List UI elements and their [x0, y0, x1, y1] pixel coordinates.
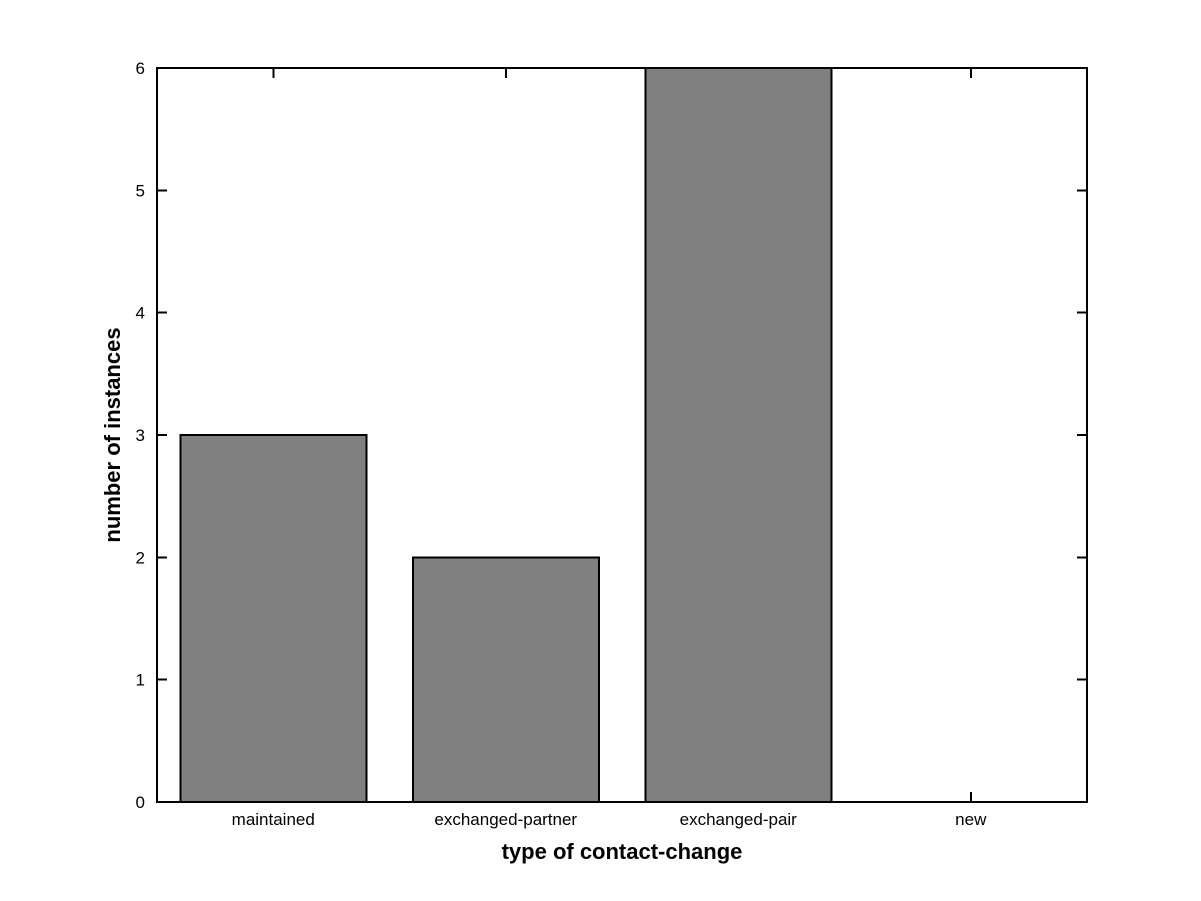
bar: [411, 556, 600, 803]
bar: [179, 434, 368, 803]
y-tick-label: 5: [136, 181, 145, 200]
y-tick-label: 1: [136, 671, 145, 690]
bar: [644, 67, 833, 803]
y-tick-label: 4: [136, 304, 145, 323]
x-tick-label: exchanged-partner: [434, 810, 577, 829]
y-tick-label: 2: [136, 548, 145, 567]
x-tick-label: exchanged-pair: [680, 810, 798, 829]
x-axis-label: type of contact-change: [501, 839, 743, 864]
y-tick-label: 3: [136, 426, 145, 445]
y-tick-label: 0: [136, 793, 145, 812]
x-tick-label: maintained: [232, 810, 315, 829]
x-tick-label: new: [955, 810, 987, 829]
y-tick-label: 6: [136, 59, 145, 78]
y-axis-label: number of instances: [100, 327, 125, 543]
